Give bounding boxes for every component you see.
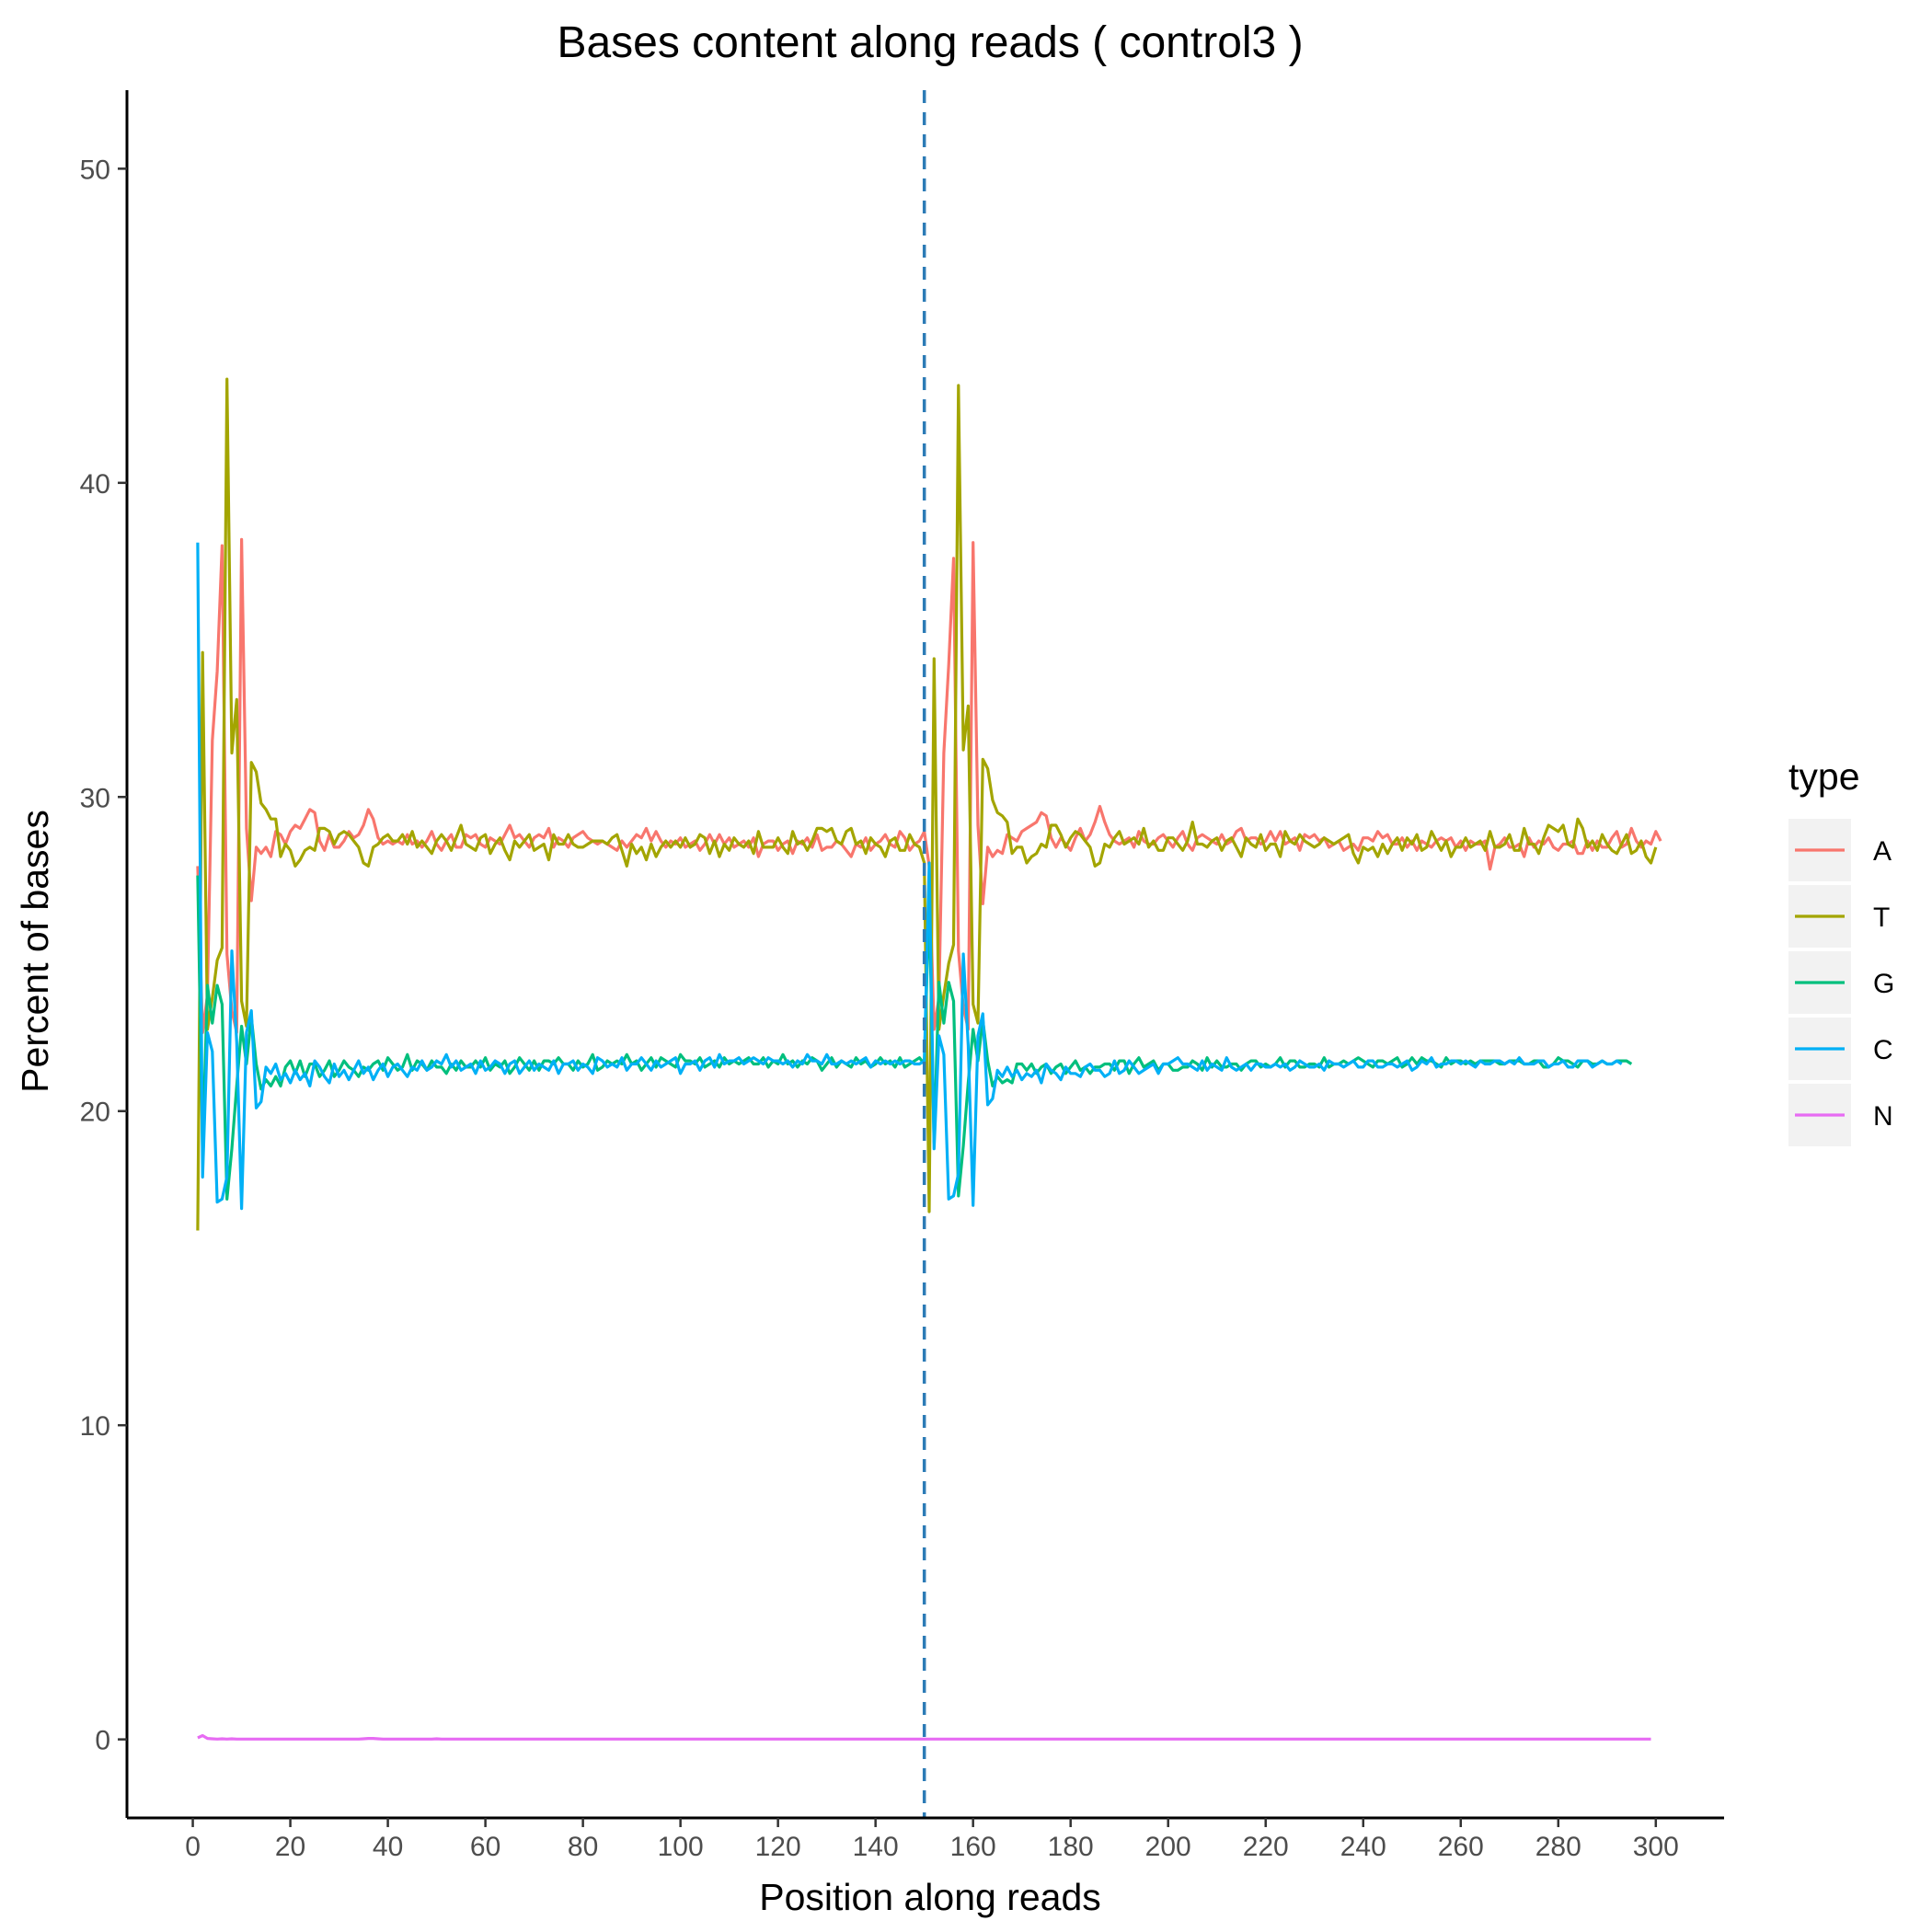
- legend-label-C: C: [1873, 1035, 1893, 1065]
- x-tick-label-260: 260: [1438, 1832, 1484, 1862]
- x-tick-label-140: 140: [853, 1832, 899, 1862]
- x-tick-label-180: 180: [1048, 1832, 1094, 1862]
- y-tick-label-40: 40: [80, 469, 110, 500]
- x-tick-label-120: 120: [755, 1832, 801, 1862]
- y-tick-label-0: 0: [95, 1726, 110, 1756]
- y-tick-label-30: 30: [80, 783, 110, 813]
- x-tick-label-220: 220: [1243, 1832, 1289, 1862]
- y-tick-label-20: 20: [80, 1098, 110, 1128]
- x-axis-title: Position along reads: [759, 1876, 1101, 1918]
- series-line-C: [196, 542, 1623, 1211]
- legend-label-N: N: [1873, 1101, 1893, 1132]
- legend-label-G: G: [1873, 969, 1894, 999]
- series-lines: [196, 377, 1662, 1741]
- y-tick-label-10: 10: [80, 1411, 110, 1442]
- y-axis-title: Percent of bases: [14, 810, 56, 1093]
- x-tick-label-80: 80: [568, 1832, 598, 1862]
- legend-label-T: T: [1873, 903, 1890, 933]
- legend-title: type: [1788, 755, 1860, 798]
- series-line-T: [196, 377, 1658, 1231]
- x-tick-label-60: 60: [470, 1832, 500, 1862]
- legend-label-A: A: [1873, 836, 1892, 867]
- legend: type A T G C N: [1788, 755, 1894, 1146]
- axes: 0 20 40 60 80 100 120 140 160 180 200 220 240 260 280 3…: [80, 90, 1724, 1862]
- x-tick-label-0: 0: [185, 1832, 201, 1862]
- x-tick-label-280: 280: [1535, 1832, 1581, 1862]
- x-tick-label-160: 160: [950, 1832, 996, 1862]
- x-tick-label-40: 40: [373, 1832, 403, 1862]
- x-tick-label-20: 20: [275, 1832, 305, 1862]
- chart-title: Bases content along reads ( control3 ): [557, 18, 1303, 67]
- series-line-N: [197, 1733, 1651, 1741]
- x-tick-label-100: 100: [658, 1832, 704, 1862]
- x-tick-label-300: 300: [1633, 1832, 1679, 1862]
- y-tick-label-50: 50: [80, 155, 110, 185]
- series-line-G: [196, 875, 1633, 1201]
- x-tick-label-200: 200: [1145, 1832, 1191, 1862]
- x-tick-label-240: 240: [1340, 1832, 1386, 1862]
